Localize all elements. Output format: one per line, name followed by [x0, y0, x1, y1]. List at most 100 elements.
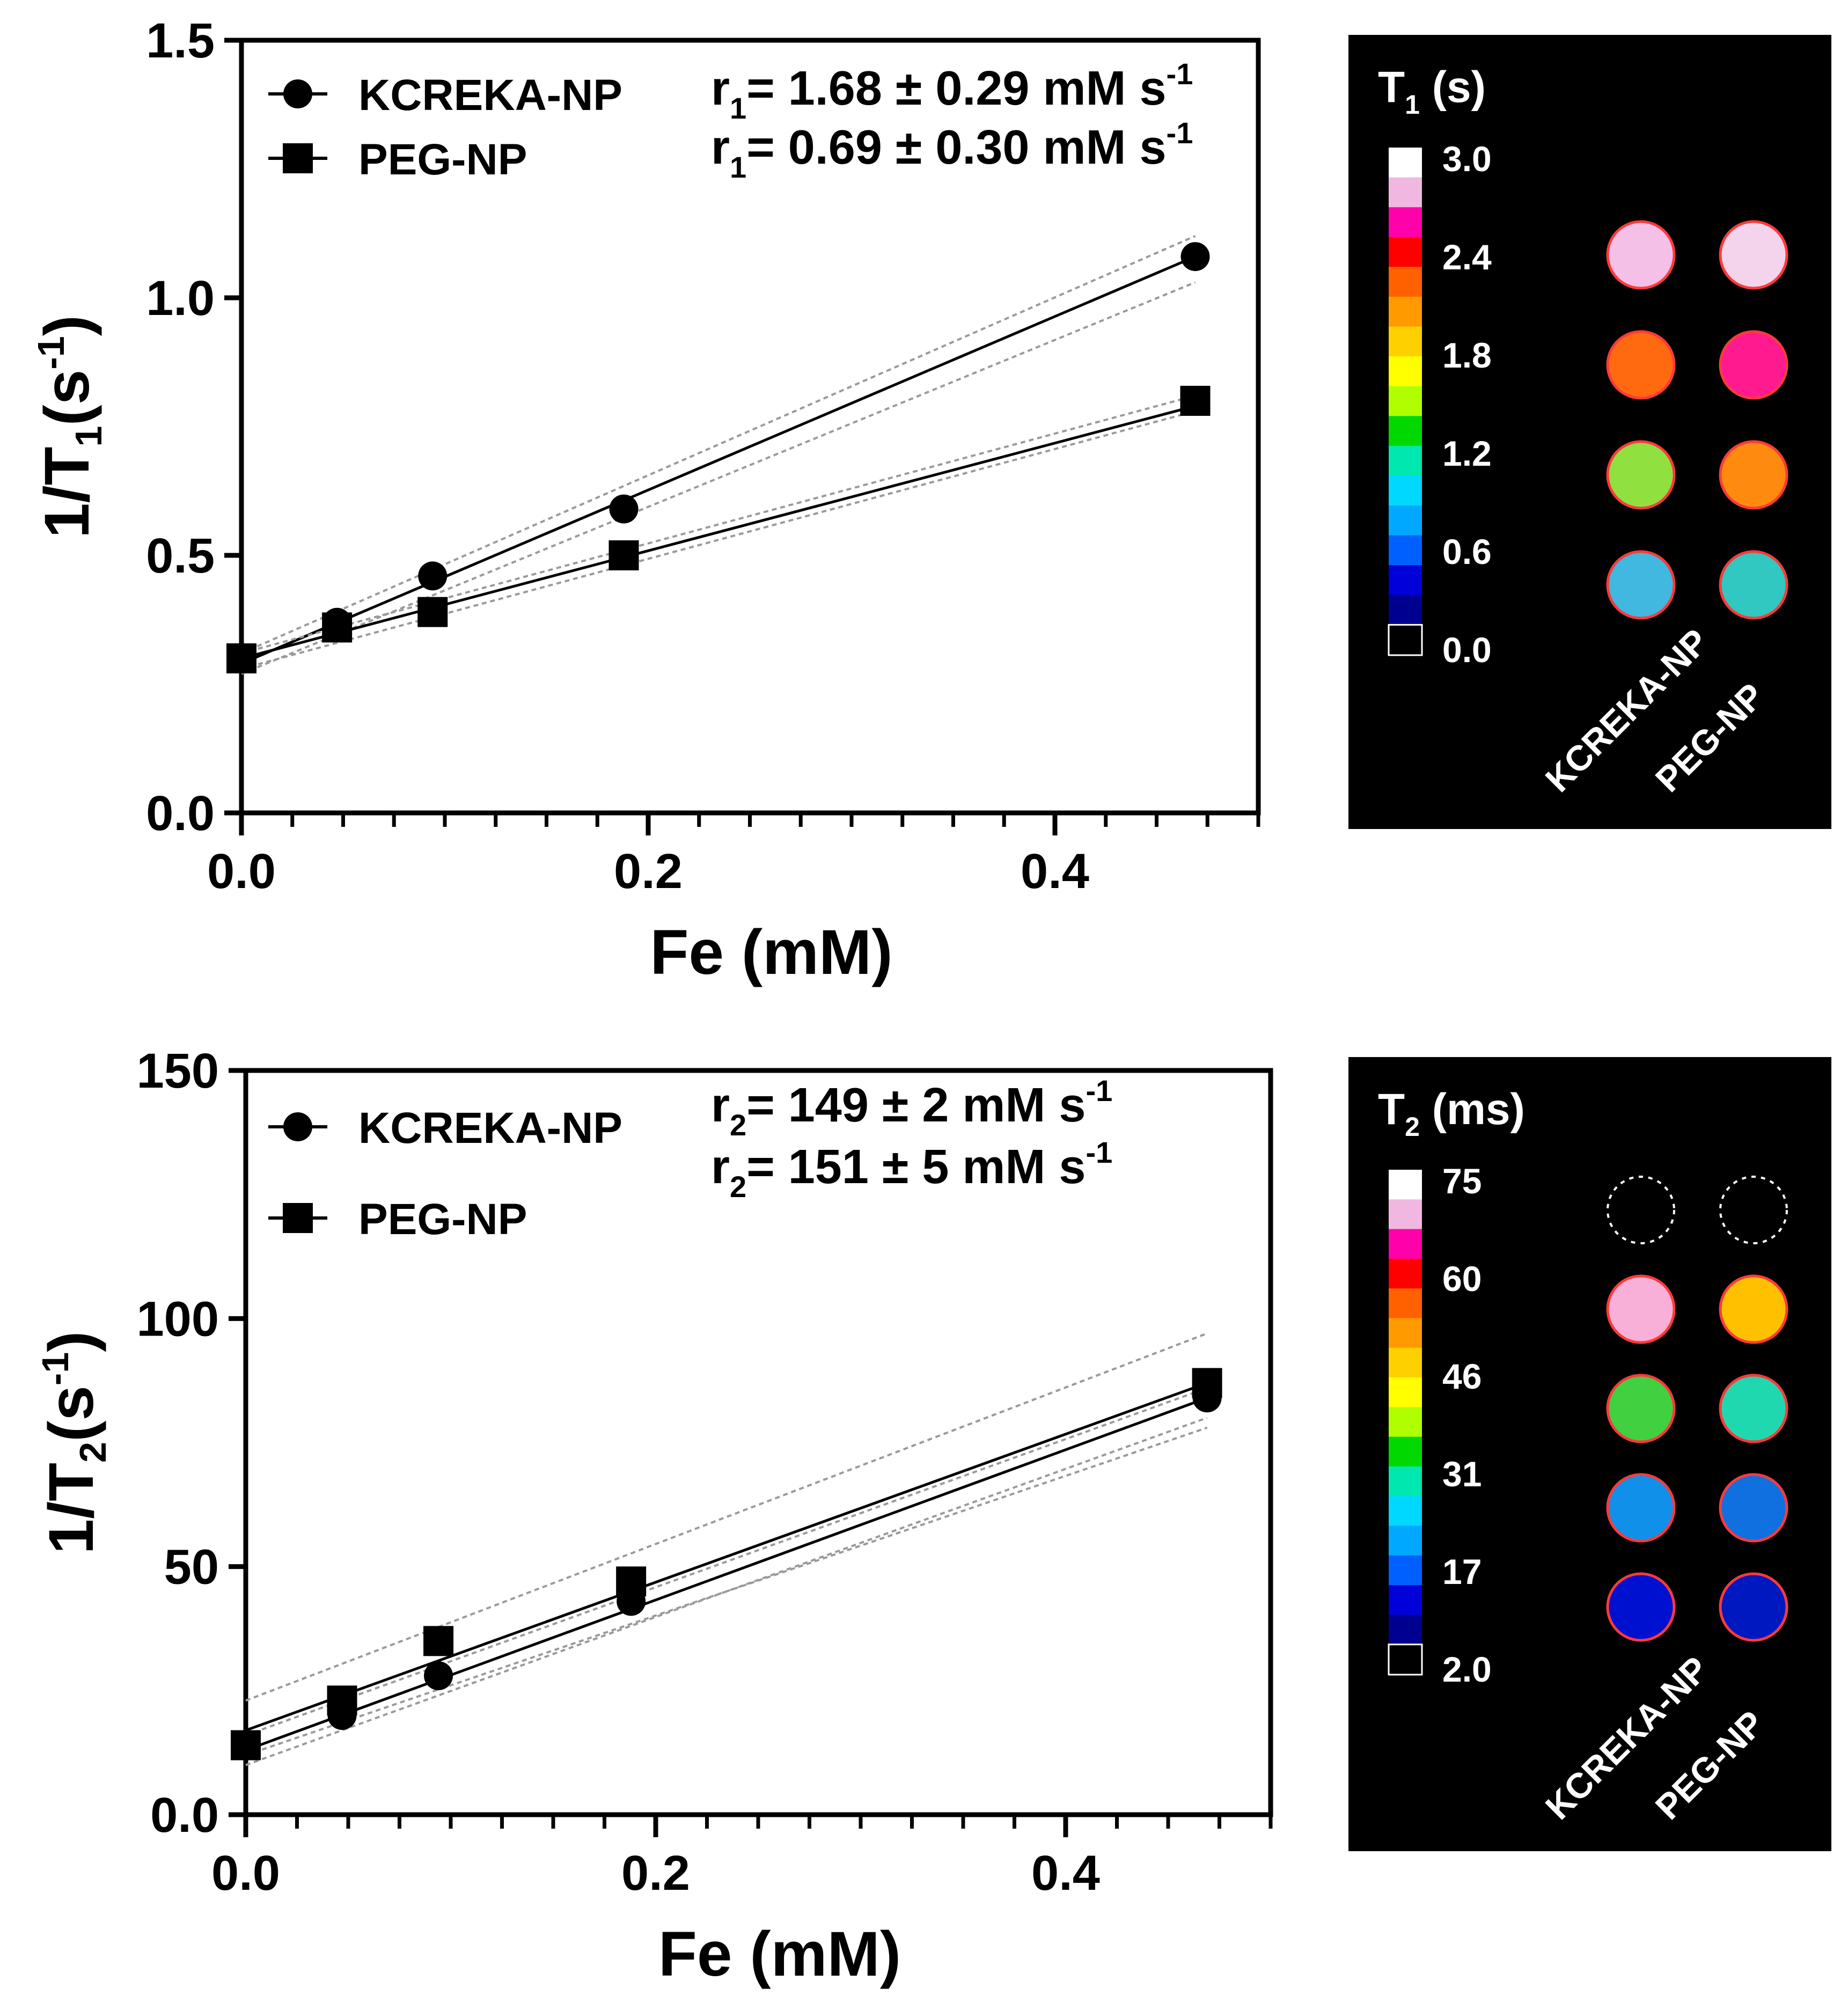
colorbar-segment	[1389, 595, 1422, 626]
legend-marker-circle	[283, 79, 312, 108]
colorbar-segment	[1389, 1258, 1422, 1289]
phantom-sample-spot	[1719, 550, 1788, 620]
phantom-sample-spot	[1606, 1374, 1676, 1443]
colorbar-title-main: T	[1378, 1085, 1405, 1134]
data-point-square	[1180, 386, 1211, 416]
colorbar-segment	[1389, 1525, 1422, 1556]
colorbar-segment	[1389, 356, 1422, 387]
x-axis-label: Fe (mM)	[658, 1919, 901, 1990]
relaxivity-superscript: -1	[1086, 1074, 1112, 1107]
phantom-sample-spot	[1606, 1274, 1676, 1344]
x-tick-label: 0.0	[207, 844, 276, 899]
phantom-sample-spot	[1719, 1176, 1788, 1244]
relaxivity-value: = 1.68 ± 0.29 mM s	[746, 62, 1166, 115]
colorbar-tick-label: 46	[1442, 1356, 1482, 1396]
colorbar-segment	[1389, 177, 1422, 208]
legend-marker-square	[283, 143, 313, 173]
colorbar-segment	[1389, 326, 1422, 357]
data-point-square	[417, 597, 448, 627]
relaxivity-subscript: 1	[730, 91, 746, 125]
legend-label: PEG-NP	[358, 135, 527, 184]
colorbar-segment	[1389, 1496, 1422, 1527]
relaxivity-subscript: 2	[730, 1108, 746, 1142]
colorbar-segment	[1389, 1615, 1422, 1645]
colorbar-tick-label: 60	[1442, 1259, 1482, 1299]
colorbar-segment	[1389, 565, 1422, 596]
fit-line	[241, 255, 1196, 665]
x-tick-label: 0.2	[614, 844, 683, 899]
confidence-band-line	[245, 1426, 1208, 1756]
colorbar-tick-label: 2.4	[1442, 237, 1492, 277]
phantom-sample-spot	[1606, 330, 1676, 400]
y-label-main: 1/T	[32, 446, 102, 538]
confidence-band-line	[245, 1332, 1208, 1702]
phantom-sample-spot	[1719, 330, 1788, 400]
x-axis-label: Fe (mM)	[650, 917, 892, 988]
colorbar-segment	[1389, 148, 1422, 178]
y-label-subscript: 2	[72, 1442, 114, 1463]
colorbar-tick-label: 75	[1442, 1161, 1482, 1201]
fit-line	[241, 405, 1196, 660]
relaxivity-subscript: 2	[730, 1170, 746, 1204]
confidence-band-line	[241, 410, 1196, 670]
legend-label: KCREKA-NP	[358, 71, 622, 120]
phantom-sample-spot	[1606, 550, 1676, 620]
relaxivity-superscript: -1	[1167, 116, 1193, 150]
legend-marker-circle	[283, 1112, 312, 1141]
y-tick-label: 100	[137, 1292, 219, 1346]
colorbar-title-subscript: 1	[1405, 90, 1420, 120]
data-point-square	[231, 1730, 261, 1760]
y-label-close: )	[36, 1331, 107, 1352]
relaxivity-symbol: r	[711, 62, 730, 115]
phantom-sample-spot	[1607, 1176, 1675, 1244]
colorbar-segment	[1389, 475, 1422, 507]
legend-label: PEG-NP	[358, 1195, 527, 1244]
relaxivity-annotation: r1= 0.69 ± 0.30 mM s-1	[711, 116, 1193, 184]
relaxivity-symbol: r	[711, 121, 730, 174]
y-tick-label: 0.5	[146, 529, 215, 583]
colorbar-segment	[1389, 416, 1422, 446]
colorbar-segment	[1388, 623, 1423, 656]
colorbar-segment	[1389, 1585, 1422, 1616]
fit-line	[245, 1396, 1208, 1752]
data-point-square	[608, 540, 639, 570]
colorbar-segment	[1389, 296, 1422, 327]
y-label-subscript: 1	[68, 426, 109, 447]
colorbar-segment	[1389, 267, 1422, 297]
colorbar-title-subscript: 2	[1405, 1112, 1420, 1142]
relaxivity-symbol: r	[711, 1140, 730, 1194]
colorbar-segment	[1389, 1170, 1422, 1200]
y-label-superscript: -1	[34, 1352, 76, 1385]
legend-label: KCREKA-NP	[358, 1104, 622, 1153]
x-tick-label: 0.2	[621, 1846, 690, 1901]
y-axis-label: 1/T2(s-1)	[34, 1331, 114, 1554]
t1-relaxivity-chart: 0.00.51.01.50.0 0.2 0.4Fe (mM)1/T1(s-1)KCR…	[30, 13, 1261, 988]
y-label-close: )	[32, 315, 102, 336]
colorbar-segment	[1389, 1288, 1422, 1319]
y-tick-label: 0.0	[150, 1788, 219, 1843]
colorbar-segment	[1389, 445, 1422, 476]
x-tick-label: 0.0	[211, 1846, 280, 1901]
relaxivity-annotation: r2= 149 ± 2 mM s-1	[711, 1074, 1112, 1142]
legend-marker-square	[283, 1203, 313, 1233]
data-point-circle	[424, 1661, 453, 1691]
colorbar-tick-label: 17	[1442, 1552, 1482, 1591]
y-tick-label: 0.0	[146, 786, 215, 841]
relaxivity-annotation: r1= 1.68 ± 0.29 mM s-1	[711, 57, 1193, 125]
colorbar-tick-label: 31	[1442, 1454, 1482, 1494]
x-tick-label: 0.4	[1031, 1846, 1100, 1901]
colorbar-segment	[1389, 1466, 1422, 1497]
phantom-sample-spot	[1606, 220, 1676, 290]
relaxivity-symbol: r	[711, 1079, 730, 1132]
phantom-sample-spot	[1719, 1572, 1788, 1642]
colorbar-title-unit: (s)	[1420, 63, 1486, 112]
colorbar-segment	[1389, 237, 1422, 268]
colorbar-title: T1 (s)	[1378, 63, 1486, 120]
y-tick-label: 1.0	[146, 271, 215, 326]
phantom-sample-spot	[1719, 440, 1788, 510]
y-label-main: 1/T	[36, 1463, 107, 1554]
colorbar-segment	[1389, 505, 1422, 536]
colorbar-segment	[1389, 1318, 1422, 1348]
